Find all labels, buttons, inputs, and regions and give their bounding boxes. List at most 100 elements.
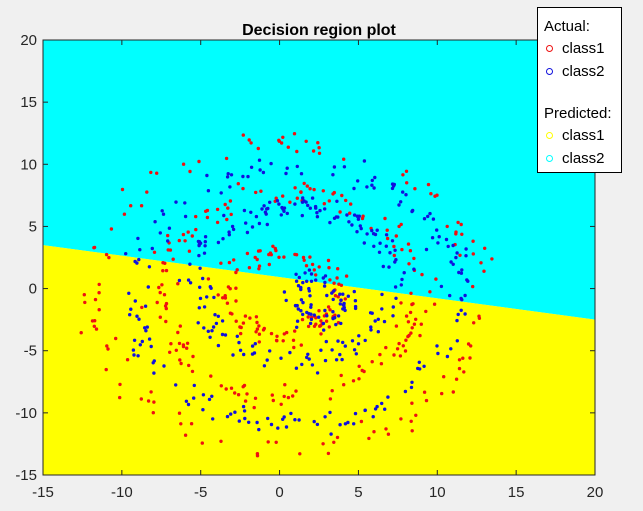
point-class1 bbox=[420, 272, 424, 277]
legend-item-actual-class1: class1 bbox=[546, 40, 605, 57]
point-class1 bbox=[79, 331, 83, 335]
point-class1 bbox=[384, 427, 388, 431]
point-class1 bbox=[187, 363, 191, 368]
point-class2 bbox=[230, 224, 235, 229]
point-class1 bbox=[269, 331, 274, 336]
point-class1 bbox=[243, 314, 248, 318]
point-class2 bbox=[399, 200, 403, 204]
y-tick-label: 20 bbox=[20, 32, 37, 49]
point-class2 bbox=[269, 161, 273, 166]
point-class1 bbox=[409, 291, 413, 295]
point-class2 bbox=[309, 272, 314, 276]
point-class2 bbox=[455, 251, 459, 255]
point-class2 bbox=[262, 364, 267, 368]
point-class1 bbox=[158, 315, 162, 319]
point-class2 bbox=[265, 222, 269, 227]
point-class2 bbox=[293, 418, 297, 422]
point-class2 bbox=[375, 228, 379, 232]
point-class1 bbox=[97, 308, 101, 312]
point-class1 bbox=[445, 224, 449, 229]
point-class2 bbox=[160, 209, 164, 213]
point-class2 bbox=[237, 340, 241, 345]
point-class1 bbox=[257, 267, 261, 271]
point-class2 bbox=[464, 254, 468, 258]
point-class2 bbox=[255, 420, 259, 425]
point-class1 bbox=[271, 244, 275, 248]
point-class1 bbox=[316, 141, 320, 145]
point-class2 bbox=[322, 328, 326, 332]
point-class1 bbox=[185, 346, 189, 350]
point-class1 bbox=[295, 149, 299, 154]
point-class1 bbox=[163, 304, 168, 308]
point-class2 bbox=[321, 276, 325, 280]
point-class2 bbox=[338, 352, 342, 357]
point-class2 bbox=[289, 411, 293, 416]
point-class2 bbox=[138, 248, 142, 252]
point-class1 bbox=[349, 202, 353, 206]
point-class2 bbox=[246, 174, 250, 179]
point-class1 bbox=[406, 334, 410, 339]
point-class1 bbox=[340, 193, 344, 198]
point-class1 bbox=[241, 133, 245, 137]
point-class2 bbox=[265, 358, 269, 362]
point-class1 bbox=[281, 339, 285, 343]
point-class2 bbox=[312, 419, 316, 424]
point-class2 bbox=[136, 354, 140, 358]
point-class2 bbox=[370, 178, 374, 183]
point-class1 bbox=[458, 253, 462, 257]
point-class2 bbox=[309, 312, 313, 316]
point-class2 bbox=[330, 291, 334, 295]
point-class2 bbox=[282, 290, 287, 294]
point-class2 bbox=[338, 292, 342, 296]
point-class2 bbox=[137, 317, 141, 321]
point-class1 bbox=[483, 246, 487, 250]
point-class2 bbox=[206, 189, 211, 193]
point-class2 bbox=[277, 202, 281, 206]
point-class2 bbox=[358, 224, 362, 228]
region-class2 bbox=[43, 40, 595, 320]
point-class1 bbox=[200, 441, 204, 445]
point-class1 bbox=[428, 290, 432, 294]
point-class2 bbox=[325, 293, 329, 298]
point-class2 bbox=[404, 193, 408, 197]
point-class1 bbox=[171, 257, 175, 261]
point-class2 bbox=[401, 190, 405, 194]
point-class1 bbox=[462, 370, 466, 374]
point-class2 bbox=[152, 359, 156, 363]
point-class1 bbox=[471, 284, 475, 289]
point-class2 bbox=[357, 214, 361, 218]
point-class1 bbox=[256, 146, 260, 151]
point-class2 bbox=[435, 228, 439, 232]
point-class2 bbox=[377, 250, 382, 254]
point-class1 bbox=[314, 322, 318, 326]
point-class1 bbox=[311, 149, 316, 153]
point-class1 bbox=[401, 344, 405, 348]
point-class2 bbox=[445, 354, 450, 359]
point-class2 bbox=[221, 237, 225, 241]
point-class2 bbox=[203, 244, 207, 248]
point-class1 bbox=[279, 141, 284, 145]
point-class1 bbox=[424, 309, 428, 314]
point-class1 bbox=[155, 171, 159, 175]
point-class1 bbox=[161, 261, 165, 265]
point-class1 bbox=[166, 233, 170, 238]
point-class1 bbox=[454, 377, 459, 381]
point-class2 bbox=[228, 185, 232, 189]
point-class1 bbox=[479, 261, 483, 265]
point-class2 bbox=[202, 251, 207, 255]
point-class2 bbox=[333, 316, 337, 320]
point-class1 bbox=[314, 273, 318, 277]
point-class1 bbox=[83, 300, 87, 305]
point-class2 bbox=[241, 404, 246, 409]
point-class1 bbox=[157, 285, 161, 290]
point-class2 bbox=[437, 235, 441, 239]
point-class1 bbox=[327, 199, 331, 203]
point-class1 bbox=[241, 385, 245, 389]
point-class1 bbox=[326, 258, 331, 263]
x-tick-label: 5 bbox=[354, 484, 362, 501]
point-class1 bbox=[454, 230, 458, 234]
point-class2 bbox=[268, 200, 272, 204]
point-class1 bbox=[386, 432, 391, 436]
point-class1 bbox=[224, 156, 229, 161]
point-class2 bbox=[346, 420, 350, 425]
